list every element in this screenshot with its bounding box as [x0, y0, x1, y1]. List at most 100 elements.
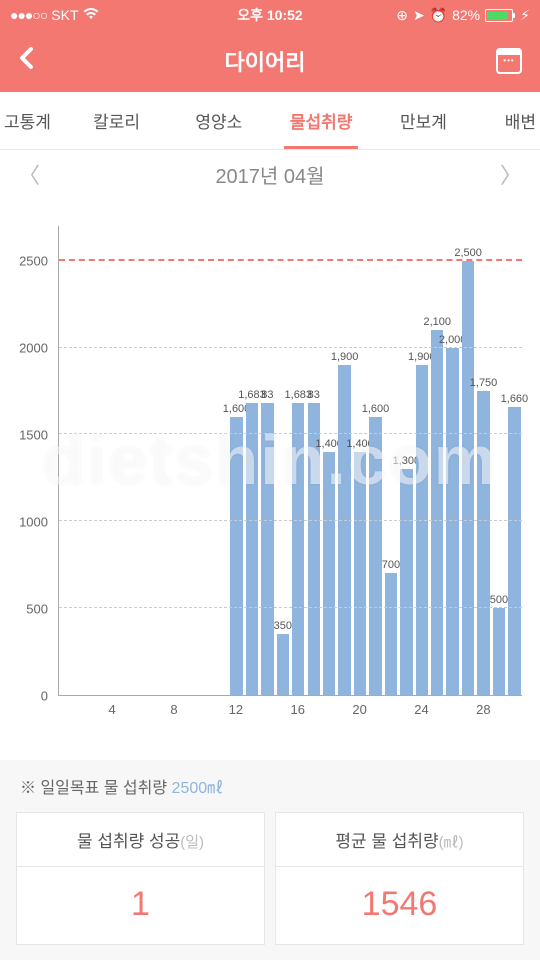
x-tick [58, 696, 73, 726]
tab-물섭취량[interactable]: 물섭취량 [270, 92, 372, 149]
bar-slot: 1,600 [229, 226, 244, 695]
wifi-icon [83, 7, 99, 23]
bar[interactable]: 1,660 [508, 407, 520, 695]
bar[interactable]: 1,750 [477, 391, 489, 695]
x-tick: 20 [352, 696, 367, 726]
x-tick [367, 696, 382, 726]
y-tick: 0 [41, 689, 48, 704]
alarm-icon: ⏰ [430, 7, 447, 24]
calendar-button[interactable] [496, 48, 522, 74]
bar-slot: 1,400 [352, 226, 367, 695]
bar-label: 1,660 [501, 393, 529, 405]
bar-slot: 2,000 [445, 226, 460, 695]
battery-percent: 82% [452, 7, 480, 23]
prev-month-button[interactable]: 〈 [18, 158, 40, 190]
orientation-lock-icon: ⊕ [396, 7, 408, 24]
stats-row: 물 섭취량 성공(일) 1 평균 물 섭취량(㎖) 1546 [0, 812, 540, 945]
stat-average-unit: (㎖) [439, 834, 464, 851]
charging-icon: ⚡︎ [520, 7, 530, 24]
month-selector: 〈 2017년 04월 〉 [0, 150, 540, 198]
stat-success-label: 물 섭취량 성공 [77, 832, 180, 851]
x-tick [197, 696, 212, 726]
grid-line [59, 433, 522, 434]
x-tick [275, 696, 290, 726]
bar[interactable]: 1,900 [416, 365, 428, 695]
page-title: 다이어리 [34, 45, 496, 77]
status-bar: ●●●○○ SKT 오후 10:52 ⊕ ➤ ⏰ 82% ⚡︎ [0, 0, 540, 30]
x-tick [507, 696, 522, 726]
x-tick: 16 [290, 696, 305, 726]
bar-slot: 1,683 [291, 226, 306, 695]
bar-label: 700 [382, 559, 400, 571]
bar[interactable]: 83 [261, 403, 273, 695]
bar[interactable]: 2,000 [446, 348, 458, 695]
signal-dots-icon: ●●●○○ [10, 7, 47, 23]
tab-만보계[interactable]: 만보계 [372, 92, 474, 149]
bar[interactable]: 350 [277, 634, 289, 695]
bar-slot: 1,660 [507, 226, 522, 695]
bar[interactable]: 500 [493, 608, 505, 695]
bar-slot: 2,500 [460, 226, 475, 695]
bar[interactable]: 1,400 [354, 452, 366, 695]
stat-average-head: 평균 물 섭취량(㎖) [276, 813, 523, 867]
bar-slot [74, 226, 89, 695]
bar[interactable]: 1,683 [246, 403, 258, 695]
y-tick: 2500 [19, 253, 48, 268]
target-line [59, 259, 522, 261]
x-tick: 24 [414, 696, 429, 726]
x-tick [491, 696, 506, 726]
header: 다이어리 [0, 30, 540, 92]
water-chart: 05001000150020002500 1,6001,683833501,68… [10, 226, 530, 726]
back-button[interactable] [18, 45, 34, 77]
target-value: 2500㎖ [172, 780, 224, 797]
y-tick: 1000 [19, 514, 48, 529]
x-tick [73, 696, 88, 726]
x-tick: 12 [228, 696, 243, 726]
bar[interactable]: 700 [385, 573, 397, 695]
x-tick [89, 696, 104, 726]
bar-slot [136, 226, 151, 695]
target-text: ※ 일일목표 물 섭취량 2500㎖ [0, 760, 540, 812]
bar-slot [183, 226, 198, 695]
stat-success-head: 물 섭취량 성공(일) [17, 813, 264, 867]
tab-배변[interactable]: 배변 [475, 92, 536, 149]
bar[interactable]: 1,683 [292, 403, 304, 695]
bar[interactable]: 2,500 [462, 261, 474, 695]
x-tick: 28 [476, 696, 491, 726]
bar[interactable]: 1,400 [323, 452, 335, 695]
bar-slot [198, 226, 213, 695]
location-icon: ➤ [413, 7, 425, 24]
tab-고통계[interactable]: 고통계 [4, 92, 65, 149]
bar-slot: 2,100 [430, 226, 445, 695]
bars-container: 1,6001,683833501,683831,4001,9001,4001,6… [59, 226, 522, 695]
grid-line [59, 520, 522, 521]
x-tick [213, 696, 228, 726]
bar[interactable]: 1,600 [230, 417, 242, 695]
bar-slot [59, 226, 74, 695]
carrier-label: SKT [51, 7, 78, 23]
next-month-button[interactable]: 〉 [500, 158, 522, 190]
y-tick: 500 [26, 601, 48, 616]
x-tick [306, 696, 321, 726]
stat-success-value: 1 [17, 867, 264, 944]
bar[interactable]: 1,300 [400, 469, 412, 695]
stat-success-unit: (일) [180, 834, 204, 851]
x-tick [259, 696, 274, 726]
tab-칼로리[interactable]: 칼로리 [65, 92, 167, 149]
bar[interactable]: 2,100 [431, 330, 443, 695]
x-tick [321, 696, 336, 726]
x-tick [244, 696, 259, 726]
bar-label: 83 [308, 389, 320, 401]
bar-slot: 1,750 [476, 226, 491, 695]
x-tick [460, 696, 475, 726]
bar-slot [213, 226, 228, 695]
tab-영양소[interactable]: 영양소 [168, 92, 270, 149]
tabs: 고통계칼로리영양소물섭취량만보계배변 [0, 92, 540, 150]
stat-success: 물 섭취량 성공(일) 1 [16, 812, 265, 945]
bar[interactable]: 1,900 [338, 365, 350, 695]
bar[interactable]: 1,600 [369, 417, 381, 695]
chart-area: 05001000150020002500 1,6001,683833501,68… [0, 198, 540, 760]
bar-slot: 1,600 [368, 226, 383, 695]
bar-slot: 1,900 [337, 226, 352, 695]
y-axis: 05001000150020002500 [10, 226, 52, 696]
